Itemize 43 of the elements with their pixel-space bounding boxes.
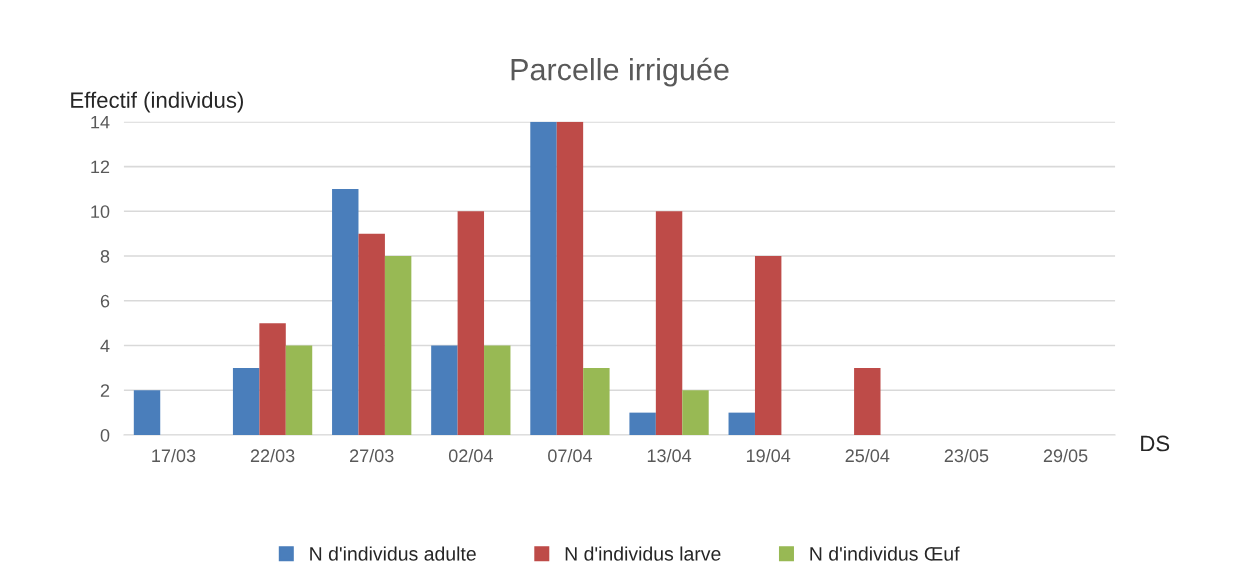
legend-label: N d'individus adulte (310, 546, 476, 561)
bar (133, 390, 161, 435)
bar (556, 121, 584, 435)
x-tick-label: 17/03 (152, 448, 196, 463)
x-tick-label: 29/05 (1043, 448, 1088, 463)
y-tick-label: 14 (91, 115, 110, 129)
bar (358, 233, 385, 435)
x-tick-label: 19/04 (746, 448, 791, 463)
chart-title: Parcelle irriguée (511, 57, 729, 87)
bar (530, 121, 557, 435)
y-tick-label: 2 (100, 384, 110, 397)
bar (655, 211, 683, 435)
x-tick-label: 27/03 (350, 448, 394, 463)
x-tick-label: 23/05 (944, 448, 989, 463)
bar (754, 256, 782, 435)
bar (484, 345, 511, 435)
bar (854, 367, 881, 435)
y-tick-label: 10 (91, 205, 110, 219)
y-axis-title: Effectif (individus) (71, 91, 243, 113)
bar (285, 345, 313, 435)
y-tick-label: 6 (100, 294, 110, 308)
bar (332, 188, 359, 435)
legend-label: N d'individus Œuf (810, 546, 960, 561)
bar (431, 345, 458, 435)
bar (583, 367, 610, 435)
bar (384, 256, 412, 435)
x-tick-label: 25/04 (845, 448, 890, 463)
y-tick-label: 0 (100, 428, 110, 442)
bar (457, 211, 485, 435)
x-tick-label: 07/04 (548, 448, 593, 463)
bar (728, 412, 755, 435)
x-tick-label: 02/04 (448, 448, 493, 463)
y-tick-label: 4 (100, 339, 110, 353)
bar (259, 323, 286, 435)
bar (232, 367, 260, 435)
y-tick-label: 12 (91, 160, 110, 174)
x-tick-label: 13/04 (647, 448, 692, 463)
x-axis-title: DS (1141, 435, 1170, 452)
x-tick-label: 22/03 (250, 448, 295, 463)
bar (682, 390, 709, 435)
legend-label: N d'individus larve (565, 546, 721, 561)
bar (629, 412, 656, 435)
y-tick-label: 8 (100, 249, 110, 263)
